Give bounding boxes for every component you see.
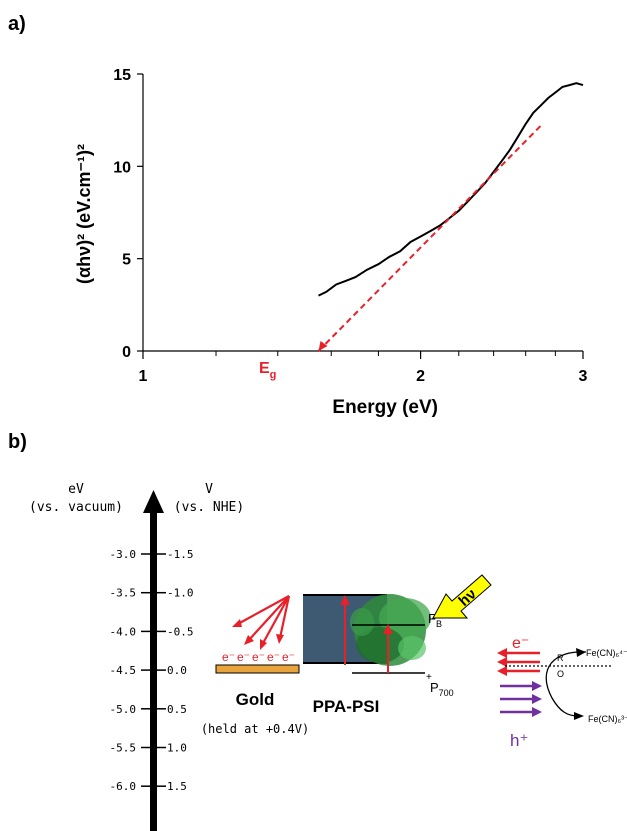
y-tick-label: 10 [113,159,131,176]
ppa-psi-label: PPA-PSI [313,697,380,716]
electron-ejection-arrows [232,595,291,650]
tangent-line [317,124,542,352]
nhe-tick-label: -1.0 [167,587,194,600]
y-tick-label: 0 [122,344,131,361]
ev-tick-label: -3.0 [110,548,137,561]
tangent-arrowhead [318,341,328,351]
electron-label: e⁻ [222,650,235,664]
ev-tick-label: -4.5 [110,664,137,677]
hole-symbol: h⁺ [510,731,528,750]
x-tick-label: 2 [416,368,425,385]
nhe-axis-title: V [205,482,213,497]
nhe-tick-label: -0.5 [167,625,194,638]
redox-arc [545,651,587,717]
energy-axis-arrowhead [143,490,164,513]
nhe-tick-label: 1.0 [167,742,187,755]
absorption-curve [318,82,584,297]
panel-b-label: b) [8,431,27,453]
fe-cn-bottom: Fe(CN)₆³⁻ [588,714,627,724]
red-arrow-3 [261,595,290,646]
redox-r-label: R [557,653,564,663]
gold-electrode [215,664,300,674]
electron-label: e⁻ [282,650,295,664]
energy-diagram: eV (vs. vacuum) V (vs. NHE) -3.0 -1.5 -3.5… [29,482,627,831]
y-tick-label: 15 [113,67,131,84]
electron-symbol: e⁻ [512,635,529,652]
ev-axis-subtitle: (vs. vacuum) [29,500,123,515]
electron-label: e⁻ [267,650,280,664]
y-tick-label: 5 [122,252,131,269]
nhe-tick-label: 0.5 [167,703,187,716]
eg-text: Eg [259,360,276,381]
ev-tick-label: -5.5 [110,742,137,755]
nhe-tick-label: 0.0 [167,664,187,677]
nhe-axis-subtitle: (vs. NHE) [174,500,244,515]
y-axis-label: (αhν)² (eV.cm⁻¹)² [74,144,94,284]
nhe-tick-label: 1.5 [167,780,187,793]
redox-o-label: O [557,669,564,679]
energy-axis [150,510,157,831]
p700-sup: + [426,672,432,683]
red-arrow-4 [278,595,291,639]
p700-label: P700 [430,680,454,698]
tauc-plot: 0 5 10 15 1 2 3 Energy (eV) (αhν)² (eV.cm⁻¹)²… [74,67,588,418]
hole-transfer-arrows [500,681,542,717]
x-tick-label: 1 [139,368,148,385]
light-arrow: hν [432,574,492,619]
ev-tick-label: -5.0 [110,703,137,716]
electron-transfer-arrows [497,648,540,676]
red-arrow-1 [235,595,290,626]
electron-label: e⁻ [252,650,265,664]
gold-sublabel: (held at +0.4V) [201,722,309,736]
x-axis-label: Energy (eV) [332,397,438,418]
ev-tick-label: -3.5 [110,587,137,600]
ev-tick-label: -6.0 [110,780,137,793]
red-arrow-2 [247,595,290,642]
eg-label: Eg [259,360,276,381]
nhe-tick-label: -1.5 [167,548,194,561]
ev-axis-title: eV [68,482,84,497]
ev-tick-label: -4.0 [110,625,137,638]
electron-label: e⁻ [237,650,250,664]
panel-a-label: a) [8,13,26,35]
gold-label: Gold [236,690,275,709]
fe-cn-top: Fe(CN)₆⁴⁻ [586,648,627,658]
x-tick-label: 3 [579,368,588,385]
